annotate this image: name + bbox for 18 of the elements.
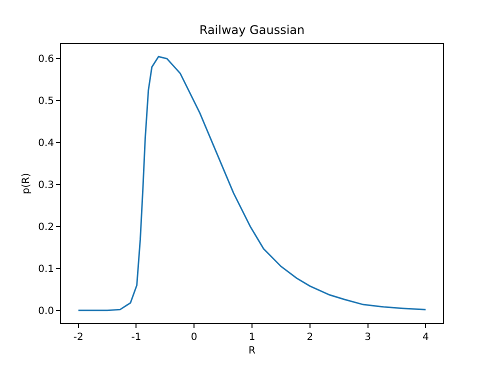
x-axis-title: R [248,346,256,356]
chart-title: Railway Gaussian [199,23,305,38]
y-tick-label: 0.1 [38,264,54,275]
x-tick-label: 3 [364,332,371,343]
x-tick-label: -2 [73,332,84,343]
y-tick-label: 0.6 [38,54,54,66]
x-tick-label: 2 [306,332,314,343]
x-tick-label: -1 [131,332,142,343]
x-tick-label: 0 [190,332,198,343]
y-tick-label: 0.5 [38,96,54,108]
y-tick-label: 0.3 [38,180,54,192]
y-axis-title: p(R) [21,172,32,194]
x-tick-label: 4 [422,332,429,343]
line-series [78,56,426,312]
y-tick-label: 0.4 [38,138,54,150]
y-tick-label: 0.2 [38,222,54,233]
x-tick-label: 1 [248,332,256,343]
y-tick-label: 0.0 [38,306,54,317]
